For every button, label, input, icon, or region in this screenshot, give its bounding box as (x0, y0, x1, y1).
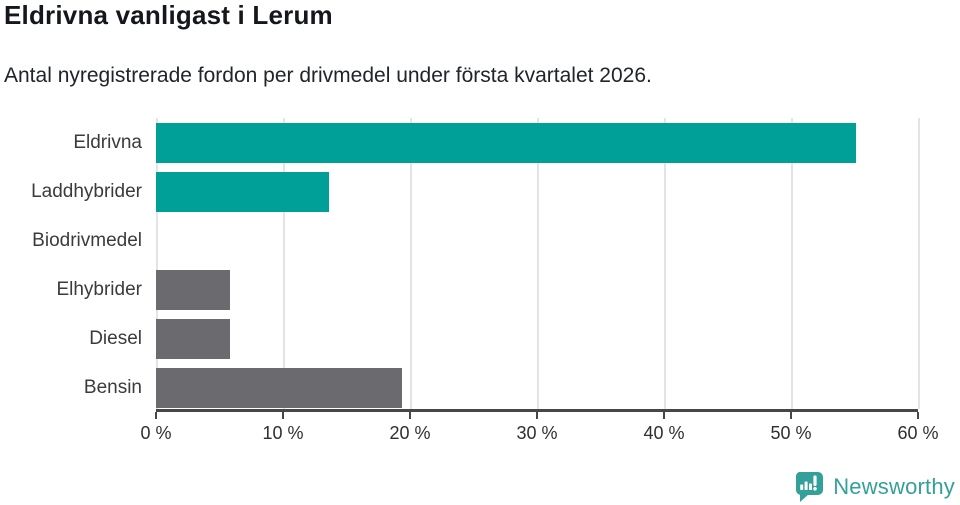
x-tick-label: 20 % (389, 423, 431, 443)
x-axis-tick (409, 412, 411, 419)
gridline (283, 118, 285, 409)
newsworthy-branding: Newsworthy (793, 470, 955, 504)
category-label-laddhybrider: Laddhybrider (31, 180, 142, 202)
bar-elhybrider (156, 269, 230, 310)
gridline (156, 118, 158, 409)
x-tick-label: 0 % (140, 423, 172, 443)
x-axis-tick (790, 412, 792, 419)
category-label-elhybrider: Elhybrider (56, 278, 142, 300)
gridline (537, 118, 539, 409)
chart-title: Eldrivna vanligast i Lerum (4, 0, 333, 30)
x-tick-label: 50 % (770, 423, 812, 443)
category-label-diesel: Diesel (89, 327, 142, 349)
gridline (664, 118, 666, 409)
bar-bensin (156, 367, 403, 408)
bar-laddhybrider (156, 171, 329, 212)
gridline (791, 118, 793, 409)
newsworthy-logo-text: Newsworthy (833, 474, 955, 499)
category-label-bensin: Bensin (83, 376, 142, 398)
bar-eldrivna (156, 122, 856, 163)
x-axis-tick (536, 412, 538, 419)
category-axis: Eldrivna Laddhybrider Biodrivmedel Elhybrid… (0, 118, 142, 412)
x-axis: 0 % 10 % 20 % 30 % 40 % 50 % 60 % (140, 409, 939, 454)
newsworthy-logo-icon (793, 471, 824, 503)
category-label-eldrivna: Eldrivna (73, 131, 142, 153)
bar-diesel (156, 318, 230, 359)
x-axis-tick (282, 412, 284, 419)
chart-subtitle: Antal nyregistrerade fordon per drivmede… (4, 64, 652, 87)
x-axis-tick (917, 412, 919, 419)
plot-area (156, 118, 920, 412)
gridline (410, 118, 412, 409)
x-tick-label: 40 % (643, 423, 685, 443)
x-axis-line (156, 409, 918, 412)
x-axis-tick (155, 412, 157, 419)
category-label-biodrivmedel: Biodrivmedel (32, 229, 142, 251)
x-tick-label: 10 % (262, 423, 304, 443)
x-tick-label: 60 % (897, 423, 939, 443)
x-axis-tick (663, 412, 665, 419)
x-tick-label: 30 % (516, 423, 558, 443)
gridline (918, 118, 920, 409)
